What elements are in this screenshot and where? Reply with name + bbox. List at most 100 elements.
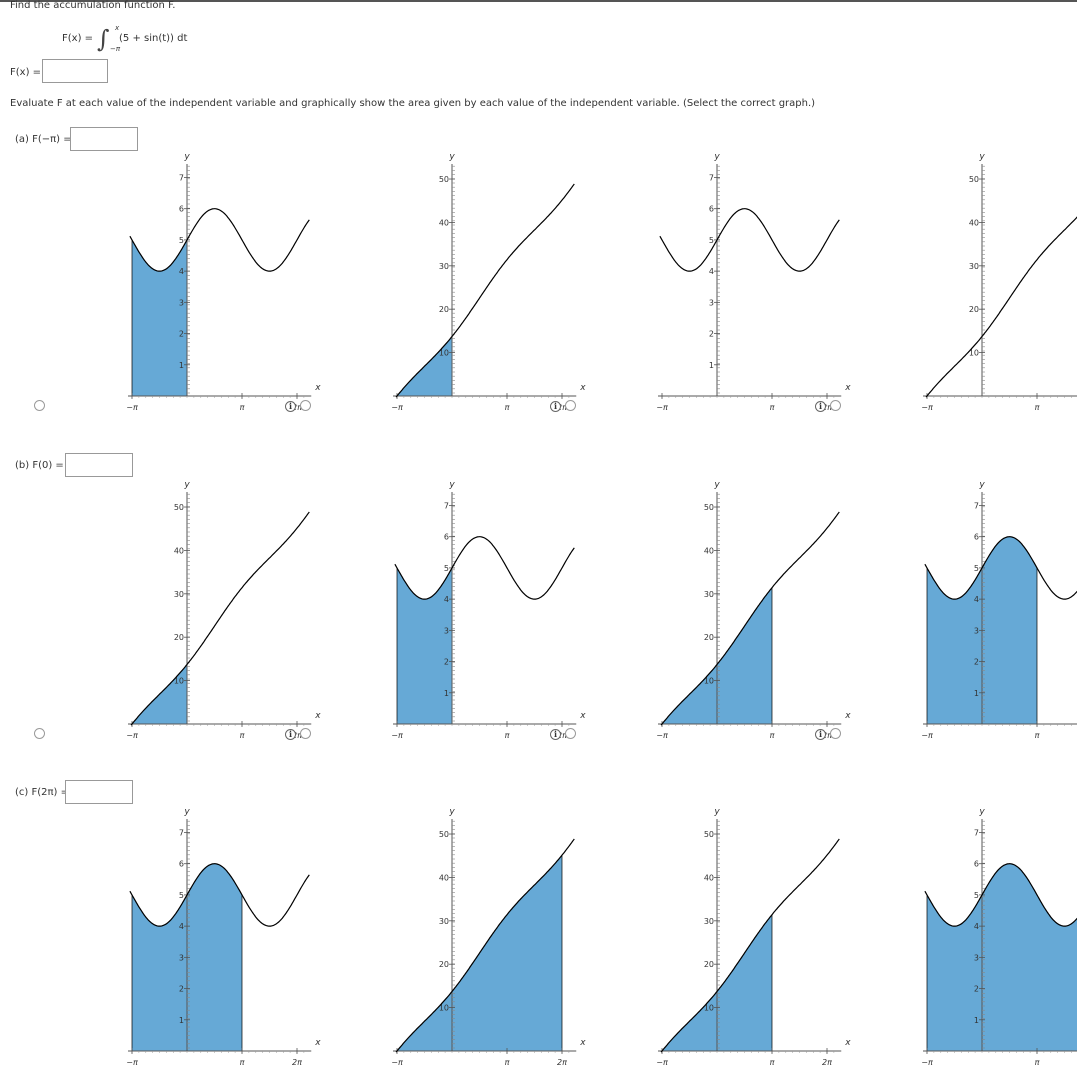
x-tick-label: −π xyxy=(656,731,668,740)
x-tick-label: 2π xyxy=(292,731,302,740)
info-icon[interactable]: i xyxy=(550,401,561,412)
x-tick-label: −π xyxy=(126,1058,138,1067)
answer-label: F(x) = xyxy=(10,67,42,78)
y-tick-label: 2 xyxy=(179,985,184,994)
x-tick-label: π xyxy=(1035,403,1040,412)
graph-option-radio[interactable] xyxy=(34,400,45,411)
integrand-expression: (5 + sin(t)) dt xyxy=(119,33,188,44)
info-icon[interactable]: i xyxy=(815,401,826,412)
y-tick-label: 10 xyxy=(969,349,979,358)
x-tick-label: −π xyxy=(126,731,138,740)
part-answer-input[interactable] xyxy=(65,453,133,477)
curve-integrand xyxy=(394,536,575,600)
y-tick-label: 10 xyxy=(704,677,714,686)
y-tick-label: 4 xyxy=(444,595,449,604)
x-tick-label: 2π xyxy=(292,1058,302,1067)
y-tick-label: 30 xyxy=(704,917,714,926)
y-tick-label: 7 xyxy=(179,173,184,182)
graph-option-radio[interactable] xyxy=(565,400,576,411)
curve-integrand xyxy=(924,863,1077,927)
x-tick-label: −π xyxy=(921,403,933,412)
x-tick-label: π xyxy=(240,403,245,412)
y-tick-label: 6 xyxy=(179,205,184,214)
part-label: (b) F(0) = xyxy=(15,460,64,471)
x-axis-label: x xyxy=(579,383,586,393)
y-tick-label: 50 xyxy=(174,503,184,512)
upper-limit: x xyxy=(115,24,120,32)
info-icon[interactable]: i xyxy=(285,729,296,740)
y-tick-label: 20 xyxy=(439,960,449,969)
info-icon[interactable]: i xyxy=(285,401,296,412)
x-axis-label: x xyxy=(844,383,851,393)
y-tick-label: 6 xyxy=(179,860,184,869)
part-answer-input[interactable] xyxy=(70,127,138,151)
y-tick-label: 5 xyxy=(179,891,184,900)
x-tick-label: 2π xyxy=(822,1058,832,1067)
x-tick-label: π xyxy=(240,1058,245,1067)
y-tick-label: 4 xyxy=(179,267,184,276)
y-tick-label: 20 xyxy=(704,633,714,642)
x-tick-label: π xyxy=(770,403,775,412)
y-tick-label: 50 xyxy=(439,175,449,184)
y-tick-label: 20 xyxy=(704,960,714,969)
info-icon[interactable]: i xyxy=(550,729,561,740)
y-tick-label: 3 xyxy=(179,953,184,962)
x-tick-label: −π xyxy=(921,731,933,740)
x-tick-label: π xyxy=(505,403,510,412)
graph-option-radio[interactable] xyxy=(830,728,841,739)
y-tick-label: 6 xyxy=(444,533,449,542)
y-tick-label: 40 xyxy=(704,873,714,882)
x-tick-label: π xyxy=(1035,731,1040,740)
y-tick-label: 2 xyxy=(709,330,714,339)
y-tick-label: 1 xyxy=(179,361,184,370)
y-tick-label: 7 xyxy=(444,501,449,510)
x-axis-label: x xyxy=(844,711,851,721)
x-tick-label: π xyxy=(240,731,245,740)
y-tick-label: 20 xyxy=(969,305,979,314)
graph-option-radio[interactable] xyxy=(300,728,311,739)
fx-answer-input[interactable] xyxy=(42,59,108,83)
y-tick-label: 5 xyxy=(444,564,449,573)
x-tick-label: −π xyxy=(391,731,403,740)
y-tick-label: 30 xyxy=(704,590,714,599)
y-tick-label: 10 xyxy=(174,677,184,686)
x-axis-label: x xyxy=(314,383,321,393)
curve-accumulation xyxy=(660,511,840,726)
info-icon[interactable]: i xyxy=(815,729,826,740)
x-tick-label: 2π xyxy=(557,403,567,412)
part-answer-input[interactable] xyxy=(65,780,133,804)
x-tick-label: 2π xyxy=(557,1058,567,1067)
integral-definition: F(x) = ∫ x −π (5 + sin(t)) dt xyxy=(62,24,202,53)
y-tick-label: 30 xyxy=(969,262,979,271)
x-tick-label: 2π xyxy=(292,403,302,412)
y-tick-label: 7 xyxy=(974,828,979,837)
y-axis-label: y xyxy=(978,480,985,490)
x-tick-label: π xyxy=(505,731,510,740)
shaded-area xyxy=(131,239,188,397)
graph-option-radio[interactable] xyxy=(565,728,576,739)
part-label: (a) F(−π) = xyxy=(15,134,72,145)
x-tick-label: 2π xyxy=(557,731,567,740)
x-axis-label: x xyxy=(579,1038,586,1048)
y-tick-label: 1 xyxy=(179,1016,184,1025)
graph-option-radio[interactable] xyxy=(830,400,841,411)
y-axis-label: y xyxy=(448,807,455,817)
y-tick-label: 1 xyxy=(974,689,979,698)
graph-option-radio[interactable] xyxy=(300,400,311,411)
definition-lhs: F(x) = xyxy=(62,33,94,44)
lower-limit: −π xyxy=(110,45,121,53)
y-tick-label: 5 xyxy=(709,236,714,245)
y-axis-label: y xyxy=(448,152,455,162)
graph-option-radio[interactable] xyxy=(34,728,45,739)
y-tick-label: 5 xyxy=(179,236,184,245)
problem-prompt: Find the accumulation function F. xyxy=(10,0,176,11)
y-tick-label: 40 xyxy=(439,218,449,227)
